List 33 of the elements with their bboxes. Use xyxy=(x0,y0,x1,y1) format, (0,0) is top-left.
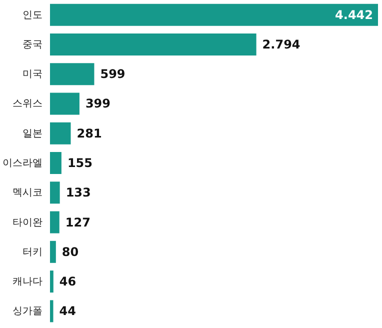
data-label: 2.794 xyxy=(262,37,300,52)
bar xyxy=(50,4,378,26)
data-label: 281 xyxy=(76,126,102,140)
data-label: 599 xyxy=(100,67,126,82)
y-tick-label: 멕시코 xyxy=(12,188,42,199)
y-tick-label: 인도 xyxy=(22,10,42,21)
data-label: 155 xyxy=(67,156,93,170)
bar xyxy=(50,63,94,86)
y-tick-label: 캐나다 xyxy=(12,276,42,288)
data-label: 44 xyxy=(59,304,76,318)
bar xyxy=(50,122,71,144)
y-tick-label: 중국 xyxy=(22,39,42,50)
bar xyxy=(50,92,80,115)
y-tick-label: 터키 xyxy=(22,246,42,258)
data-label: 133 xyxy=(66,186,91,200)
y-tick-label: 타이완 xyxy=(12,217,42,228)
bar xyxy=(50,33,256,56)
data-label: 80 xyxy=(62,244,79,259)
bar xyxy=(50,182,60,204)
y-tick-label: 이스라엘 xyxy=(2,158,42,169)
data-label: 399 xyxy=(85,96,111,111)
y-tick-label: 스위스 xyxy=(12,98,42,110)
bar xyxy=(50,211,60,234)
y-tick-label: 일본 xyxy=(22,128,42,140)
bar xyxy=(50,270,54,293)
y-tick-label: 미국 xyxy=(22,69,42,80)
data-label: 4.442 xyxy=(335,8,373,22)
y-tick-label: 싱가폴 xyxy=(12,306,42,318)
bar xyxy=(50,300,54,322)
bar xyxy=(50,152,62,174)
data-label: 46 xyxy=(59,274,76,289)
data-label: 127 xyxy=(65,215,90,230)
bar xyxy=(50,240,56,263)
